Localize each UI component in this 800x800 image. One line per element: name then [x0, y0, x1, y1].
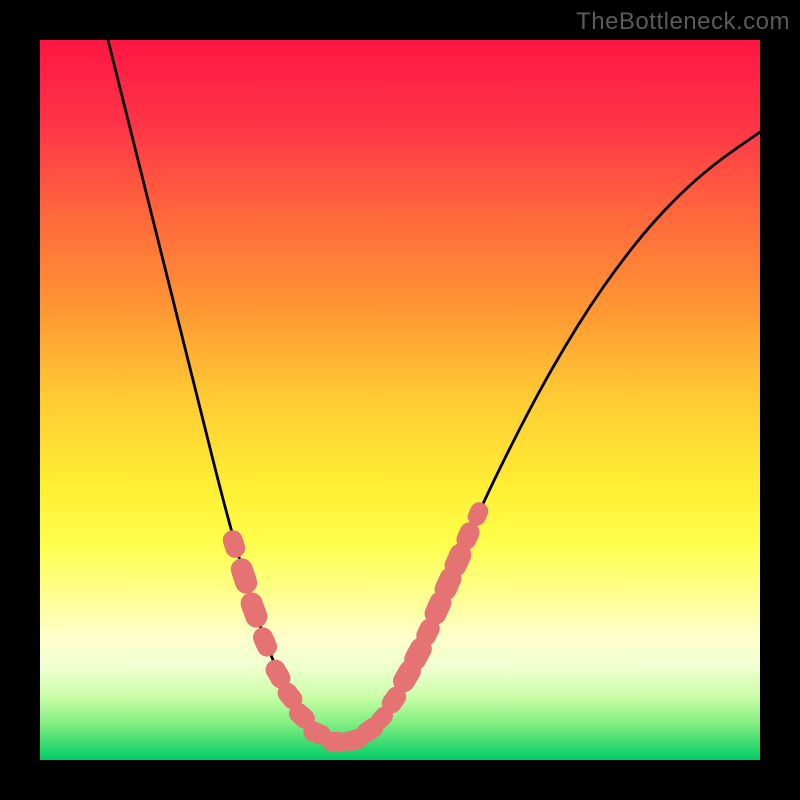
watermark-text: TheBottleneck.com	[576, 8, 790, 36]
data-dot	[238, 589, 271, 630]
data-dot	[228, 555, 260, 596]
data-dot	[250, 624, 280, 660]
plot-area	[40, 40, 760, 760]
data-dot	[220, 528, 248, 561]
data-dots-layer	[40, 40, 760, 760]
chart-container: TheBottleneck.com	[0, 0, 800, 800]
